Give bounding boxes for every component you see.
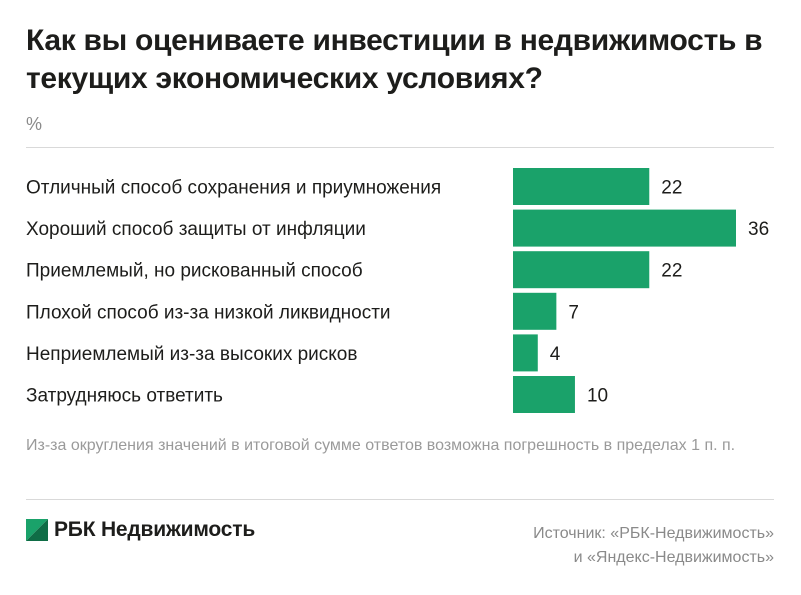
source-line-2: и «Яндекс-Недвижимость» (573, 549, 774, 566)
category-label: Неприемлемый из-за высоких рисков (26, 344, 357, 365)
rbc-logo-icon (26, 519, 48, 541)
value-label: 10 (587, 386, 608, 407)
brand-name: РБК Недвижимость (54, 518, 256, 541)
value-label: 22 (661, 178, 682, 199)
bar (513, 251, 650, 289)
category-label: Хороший способ защиты от инфляции (26, 219, 366, 240)
source-line-1: Источник: «РБК-Недвижимость» (533, 525, 774, 542)
bar (513, 376, 575, 413)
brand: РБК Недвижимость (26, 518, 255, 542)
bar (513, 168, 650, 205)
unit-label: % (26, 114, 43, 134)
top-divider (26, 147, 774, 148)
value-label: 22 (661, 261, 682, 282)
category-label: Затрудняюсь ответить (26, 386, 223, 407)
value-label: 36 (748, 219, 769, 240)
source: Источник: «РБК-Недвижимость» и «Яндекс-Н… (414, 522, 774, 570)
category-label: Приемлемый, но рискованный способ (26, 261, 363, 282)
category-label: Плохой способ из-за низкой ликвидности (26, 302, 391, 323)
value-label: 4 (550, 344, 561, 365)
value-label: 7 (568, 302, 579, 323)
bar (513, 209, 736, 247)
chart-title: Как вы оцениваете инвестиции в недвижимо… (26, 24, 763, 95)
footnote: Из-за округления значений в итоговой сум… (26, 437, 736, 454)
bar (513, 334, 538, 372)
category-label: Отличный способ сохранения и приумножени… (26, 178, 441, 199)
bar (513, 292, 557, 330)
bottom-divider (26, 499, 774, 500)
bar-chart: Отличный способ сохранения и приумножени… (26, 168, 769, 413)
